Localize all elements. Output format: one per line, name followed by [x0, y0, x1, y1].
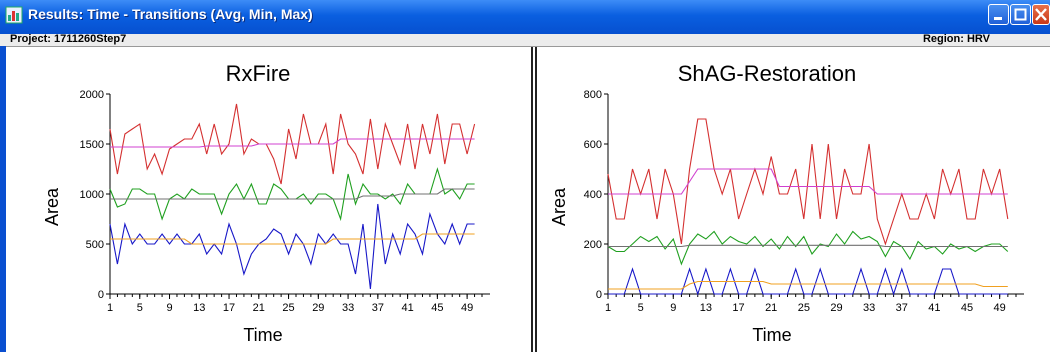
close-icon	[1035, 8, 1047, 21]
x-axis-label: Time	[243, 325, 282, 345]
project-label: Project: 1711260Step7	[10, 33, 127, 45]
y-tick-label: 1000	[80, 189, 104, 201]
minimize-button[interactable]	[988, 4, 1009, 25]
x-tick-label: 37	[896, 302, 908, 314]
x-tick-label: 41	[928, 302, 940, 314]
title-bar[interactable]: Results: Time - Transitions (Avg, Min, M…	[0, 0, 1050, 34]
chart-panel-rxfire: RxFire 0 500 1000 1500 2000 1 5 9 13 17 21 25 29 33 37 4…	[8, 47, 533, 352]
x-tick-label: 49	[994, 302, 1006, 314]
series-line-6	[110, 233, 475, 245]
minimize-icon	[994, 17, 1002, 20]
x-tick-label: 21	[253, 302, 265, 314]
chart-panel-shag-restoration: ShAG-Restoration 0 200 400 600 800 1 5 9 13 17 21 25…	[535, 47, 1050, 352]
chart-title: ShAG-Restoration	[678, 61, 857, 86]
x-tick-label: 41	[401, 302, 413, 314]
series-line-5	[109, 203, 475, 290]
x-tick-label: 49	[461, 302, 473, 314]
chart-app-icon	[5, 6, 23, 24]
x-tick-label: 33	[863, 302, 875, 314]
x-tick-label: 5	[137, 302, 143, 314]
maximize-button[interactable]	[1010, 4, 1031, 25]
x-tick-label: 25	[282, 302, 294, 314]
y-tick-label: 0	[98, 289, 104, 301]
x-tick-label: 1	[107, 302, 113, 314]
window-border	[0, 46, 6, 352]
y-tick-label: 0	[596, 289, 602, 301]
series-line-2	[110, 138, 475, 148]
series-line-6	[608, 280, 1008, 290]
rxfire-chart: RxFire 0 500 1000 1500 2000 1 5 9 13 17 21 25 29 33 37 4…	[42, 61, 490, 345]
series-line-2	[608, 168, 1008, 195]
x-tick-label: 9	[166, 302, 172, 314]
shag-restoration-chart: ShAG-Restoration 0 200 400 600 800 1 5 9 13 17 21 25…	[549, 61, 1024, 345]
series-line-3	[607, 230, 1009, 266]
y-tick-label: 400	[584, 189, 602, 201]
y-tick-label: 500	[86, 239, 104, 251]
y-tick-label: 200	[584, 239, 602, 251]
maximize-icon	[1014, 8, 1027, 21]
x-tick-label: 17	[223, 302, 235, 314]
x-tick-label: 5	[638, 302, 644, 314]
x-tick-label: 17	[732, 302, 744, 314]
series-line-5	[608, 267, 1008, 296]
y-tick-label: 800	[584, 89, 602, 101]
x-tick-label: 25	[798, 302, 810, 314]
series-line-1	[607, 118, 1009, 246]
x-tick-label: 29	[312, 302, 324, 314]
region-label: Region: HRV	[922, 33, 990, 45]
x-tick-label: 33	[342, 302, 354, 314]
x-tick-label: 37	[372, 302, 384, 314]
series-line-4	[110, 188, 475, 200]
y-tick-label: 600	[584, 139, 602, 151]
chart-title: RxFire	[226, 61, 291, 86]
x-axis-label: Time	[752, 325, 791, 345]
series-line-4	[608, 244, 1008, 248]
x-tick-label: 9	[670, 302, 676, 314]
info-bar: Project: 1711260Step7 Region: HRV	[0, 33, 1050, 47]
y-tick-label: 2000	[80, 89, 104, 101]
x-tick-label: 1	[605, 302, 611, 314]
x-tick-label: 45	[431, 302, 443, 314]
x-tick-label: 13	[700, 302, 712, 314]
window-title: Results: Time - Transitions (Avg, Min, M…	[28, 6, 313, 22]
y-tick-label: 1500	[80, 139, 104, 151]
x-tick-label: 13	[193, 302, 205, 314]
x-tick-label: 21	[765, 302, 777, 314]
x-tick-label: 29	[830, 302, 842, 314]
y-axis-label: Area	[549, 187, 569, 226]
y-axis-label: Area	[42, 187, 62, 226]
close-button[interactable]	[1032, 4, 1050, 25]
x-tick-label: 45	[961, 302, 973, 314]
